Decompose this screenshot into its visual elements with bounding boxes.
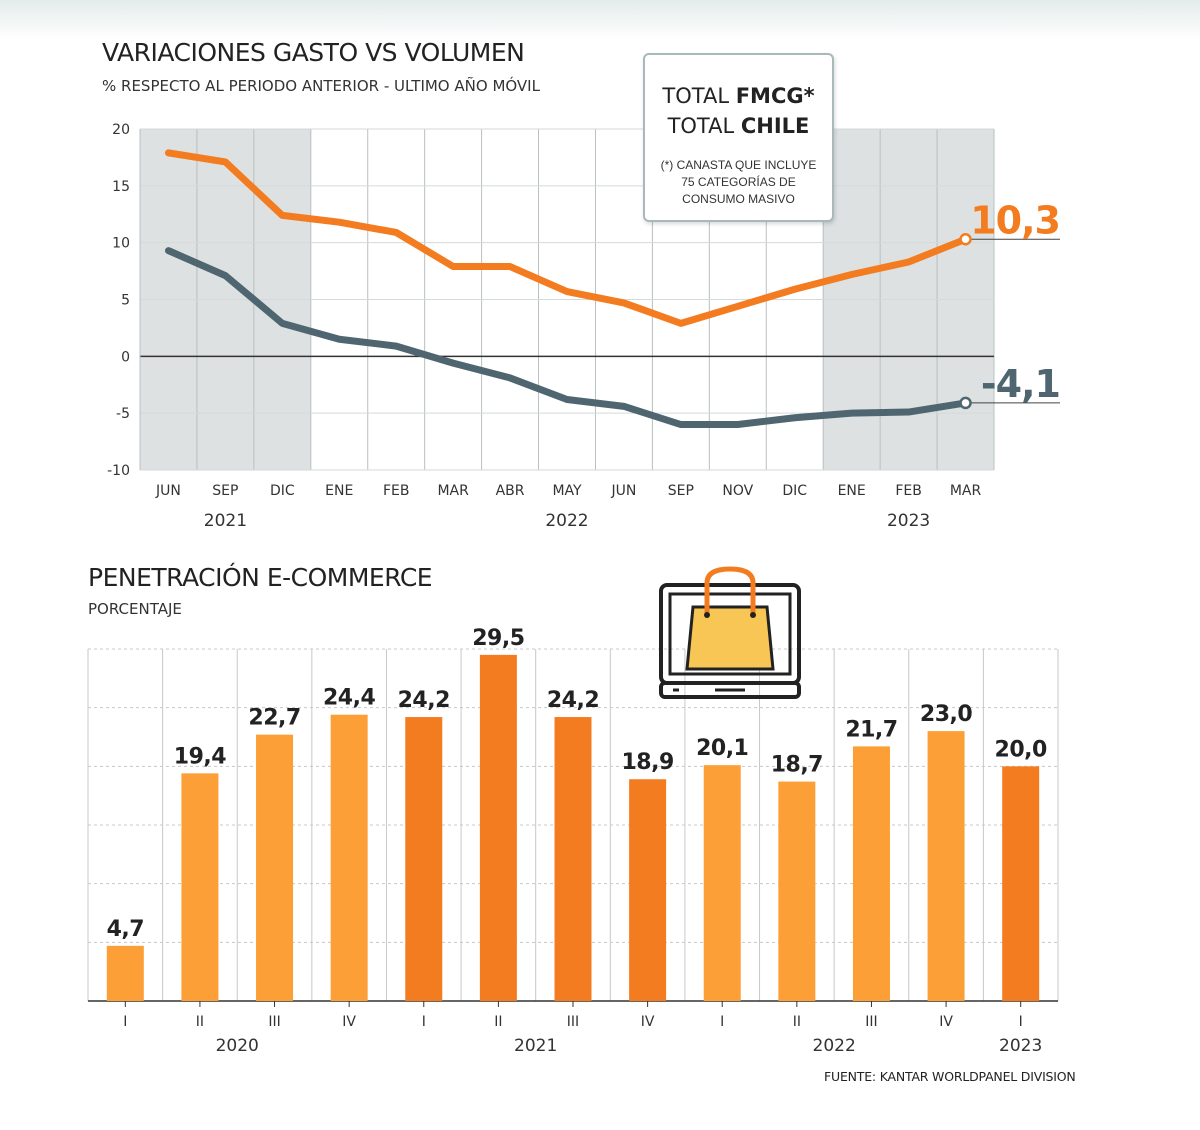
legend-note: (*) CANASTA QUE INCLUYE 75 CATEGORÍAS DE… — [660, 158, 817, 206]
bar — [852, 746, 890, 1001]
x-year-label: 2021 — [514, 1036, 557, 1056]
legend-line-chile: TOTAL CHILE — [667, 114, 810, 138]
x-tick-label: MAR — [950, 483, 982, 499]
x-tick-label: II — [494, 1014, 502, 1030]
x-tick-label: III — [865, 1014, 877, 1030]
y-tick-label: 10 — [112, 236, 130, 252]
x-tick-label: I — [422, 1014, 426, 1030]
bar-value-label: 18,9 — [621, 750, 673, 775]
x-tick-label: I — [720, 1014, 724, 1030]
bar-chart-subtitle: PORCENTAJE — [88, 600, 182, 618]
x-year-label: 2021 — [204, 511, 247, 531]
x-tick-label: IV — [342, 1014, 356, 1030]
x-tick-label: MAY — [552, 483, 582, 499]
bar — [703, 765, 741, 1001]
x-tick-label: NOV — [722, 483, 753, 499]
bar — [106, 945, 144, 1001]
x-tick-label: JUN — [611, 483, 637, 499]
bar — [554, 717, 592, 1001]
y-tick-label: 20 — [112, 122, 130, 138]
bar — [1002, 766, 1040, 1001]
line-chart-title: VARIACIONES GASTO VS VOLUMEN — [102, 38, 525, 67]
x-tick-label: ENE — [838, 483, 866, 499]
shopping-bag-laptop-icon — [659, 566, 801, 699]
bar — [778, 781, 816, 1001]
x-year-label: 2022 — [813, 1036, 856, 1056]
end-marker — [959, 396, 972, 410]
bar-value-label: 24,2 — [398, 688, 450, 713]
source-note: FUENTE: KANTAR WORLDPANEL DIVISION — [824, 1069, 1076, 1084]
y-tick-label: -10 — [107, 463, 130, 479]
y-tick-label: 0 — [121, 349, 130, 365]
x-tick-label: I — [1019, 1014, 1023, 1030]
bar — [181, 773, 219, 1001]
x-tick-label: II — [196, 1014, 204, 1030]
x-year-label: 2023 — [887, 511, 930, 531]
bar-value-label: 18,7 — [771, 753, 823, 778]
end-marker — [959, 233, 972, 246]
bar — [927, 731, 965, 1001]
line-chart-subtitle: % RESPECTO AL PERIODO ANTERIOR - ULTIMO … — [102, 77, 540, 95]
y-tick-label: -5 — [116, 406, 130, 422]
bar-value-label: 29,5 — [472, 626, 524, 651]
x-tick-label: DIC — [782, 483, 807, 499]
x-tick-label: ABR — [496, 483, 525, 499]
bar-value-label: 24,4 — [323, 686, 375, 711]
x-tick-label: SEP — [668, 483, 694, 499]
x-year-label: 2023 — [999, 1036, 1042, 1056]
bar — [256, 734, 294, 1001]
x-tick-label: I — [123, 1014, 127, 1030]
bar-value-label: 21,7 — [845, 717, 897, 742]
x-tick-label: MAR — [437, 483, 469, 499]
y-tick-label: 5 — [121, 293, 130, 309]
x-tick-label: IV — [641, 1014, 655, 1030]
bar-value-label: 19,4 — [174, 744, 226, 769]
x-tick-label: II — [793, 1014, 801, 1030]
bar-value-label: 23,0 — [920, 702, 972, 727]
bar — [479, 654, 517, 1001]
x-tick-label: FEB — [383, 483, 410, 499]
end-value-label: -4,1 — [981, 362, 1060, 406]
bar-value-label: 4,7 — [107, 917, 144, 942]
end-value-label: 10,3 — [970, 198, 1060, 242]
x-year-label: 2020 — [216, 1036, 259, 1056]
x-tick-label: SEP — [212, 483, 238, 499]
x-year-label: 2022 — [545, 511, 588, 531]
x-tick-label: IV — [939, 1014, 953, 1030]
x-tick-label: ENE — [325, 483, 353, 499]
header-band — [0, 0, 1200, 40]
series-line-1 — [164, 247, 970, 429]
bar-chart-title: PENETRACIÓN E-COMMERCE — [88, 563, 433, 592]
legend-line-fmcg: TOTAL FMCG* — [662, 84, 815, 108]
x-tick-label: DIC — [270, 483, 295, 499]
bar — [629, 779, 667, 1001]
bar — [330, 714, 368, 1001]
y-tick-label: 15 — [112, 179, 130, 195]
x-tick-label: FEB — [895, 483, 922, 499]
bar-value-label: 20,0 — [995, 737, 1047, 762]
series-line-0 — [164, 149, 970, 327]
legend-box: TOTAL FMCG* TOTAL CHILE (*) CANASTA QUE … — [643, 53, 834, 222]
x-tick-label: III — [268, 1014, 280, 1030]
bar-value-label: 22,7 — [248, 706, 300, 731]
bar-value-label: 24,2 — [547, 688, 599, 713]
bar-value-label: 20,1 — [696, 736, 748, 761]
x-tick-label: III — [567, 1014, 579, 1030]
x-tick-label: JUN — [155, 483, 181, 499]
bar — [405, 717, 443, 1001]
